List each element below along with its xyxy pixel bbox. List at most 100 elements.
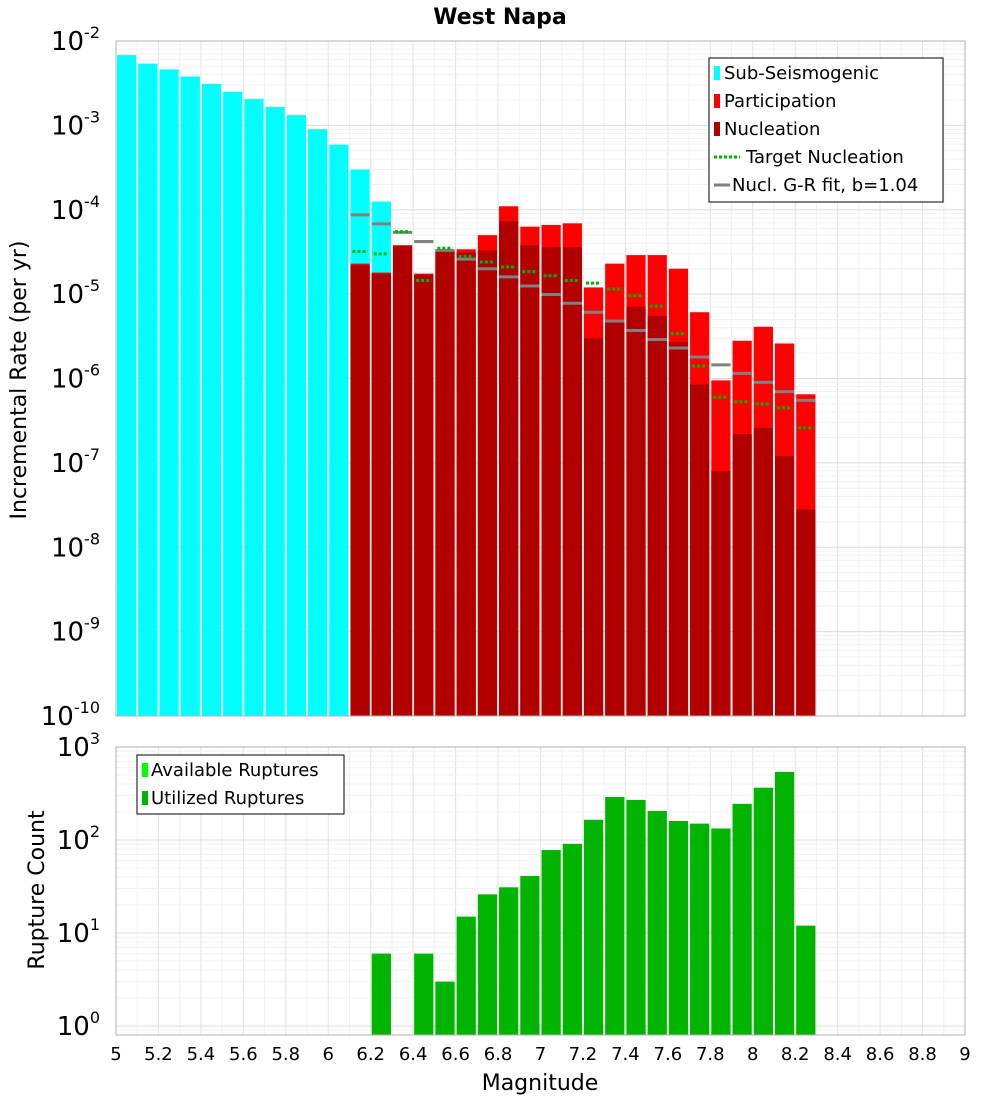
top-legend: Sub-Seismogenic Participation Nucleation Ta… bbox=[708, 57, 944, 203]
top-legend-box bbox=[708, 57, 944, 203]
sub-seismogenic-bar bbox=[138, 63, 158, 716]
utilized-ruptures-bar bbox=[690, 823, 710, 1035]
x-tick-label: 8 bbox=[747, 1044, 758, 1065]
nucleation-bar bbox=[392, 245, 413, 717]
legend-label: Nucl. G-R fit, b=1.04 bbox=[732, 175, 918, 196]
utilized-ruptures-bar bbox=[435, 981, 455, 1035]
top-y-tick-label: 10-4 bbox=[51, 192, 100, 226]
bottom-y-axis-label: Rupture Count bbox=[25, 810, 50, 970]
x-tick-label: 6.8 bbox=[484, 1044, 513, 1065]
nucleation-bar bbox=[520, 245, 540, 717]
sub-seismogenic-bar bbox=[117, 55, 137, 716]
x-tick-label: 6 bbox=[323, 1044, 334, 1065]
top-y-tick-label: 10-9 bbox=[51, 614, 100, 648]
utilized-ruptures-bar bbox=[647, 811, 667, 1035]
sub-seismogenic-bar bbox=[308, 129, 328, 717]
x-axis-label: Magnitude bbox=[482, 1071, 599, 1096]
nucleation-bar bbox=[668, 342, 689, 716]
nucleation-bar bbox=[562, 247, 582, 716]
utilized-ruptures-bar bbox=[562, 843, 582, 1035]
x-tick-label: 7 bbox=[535, 1044, 546, 1065]
top-y-tick-label: 10-10 bbox=[41, 698, 100, 732]
sub-seismogenic-bar bbox=[180, 76, 200, 717]
nucleation-bar bbox=[541, 247, 561, 716]
bottom-y-tick-label: 101 bbox=[57, 915, 100, 949]
nucleation-bar bbox=[796, 509, 816, 716]
x-tick-label: 8.8 bbox=[908, 1044, 937, 1065]
legend-label: Participation bbox=[724, 91, 836, 112]
nucleation-bar bbox=[583, 338, 604, 716]
utilized-ruptures-bar bbox=[668, 821, 689, 1035]
x-tick-label: 7.2 bbox=[569, 1044, 598, 1065]
legend-label: Sub-Seismogenic bbox=[724, 63, 879, 84]
utilized-ruptures-bar bbox=[796, 925, 816, 1035]
top-y-tick-label: 10-8 bbox=[51, 529, 100, 563]
top-y-tick-label: 10-3 bbox=[51, 107, 100, 141]
utilized-ruptures-bar bbox=[583, 819, 604, 1035]
rupture-count-panel: 100 101 102 103 5 5.2 5.4 5.6 5.8 6 6.2 6.4 6.6 6.8 7 7… bbox=[57, 729, 971, 1065]
utilized-ruptures-bar bbox=[477, 894, 498, 1035]
bottom-plot-frame bbox=[115, 746, 966, 1036]
nucleation-bar bbox=[732, 433, 752, 716]
x-tick-label: 5.6 bbox=[229, 1044, 258, 1065]
nucleation-bar bbox=[690, 384, 710, 716]
top-y-tick-label: 10-7 bbox=[51, 445, 100, 479]
legend-swatch bbox=[142, 791, 148, 805]
utilized-ruptures-bar bbox=[711, 828, 731, 1035]
nucleation-bar bbox=[371, 273, 391, 716]
nucleation-bar bbox=[499, 221, 519, 716]
bottom-legend-box bbox=[136, 754, 345, 815]
top-y-tick-label: 10-5 bbox=[51, 276, 100, 310]
bottom-legend: Available Ruptures Utilized Ruptures bbox=[136, 754, 345, 815]
x-tick-label: 9 bbox=[959, 1044, 970, 1065]
utilized-ruptures-bar bbox=[414, 953, 434, 1035]
rate-panel: 10-10 10-9 10-8 10-7 10-6 10-5 10-4 10-3 10-2 Sub… bbox=[41, 23, 966, 732]
sub-seismogenic-bar bbox=[201, 83, 222, 716]
x-tick-label: 7.4 bbox=[611, 1044, 640, 1065]
top-marker-segments bbox=[350, 213, 816, 430]
legend-swatch bbox=[142, 763, 148, 777]
sub-seismogenic-bar bbox=[244, 99, 264, 716]
utilized-ruptures-bar bbox=[520, 876, 540, 1035]
sub-seismogenic-bar bbox=[223, 91, 243, 716]
x-tick-label: 6.6 bbox=[441, 1044, 470, 1065]
nucleation-bar bbox=[605, 319, 625, 716]
nucleation-bar bbox=[753, 427, 773, 716]
top-y-tick-label: 10-2 bbox=[51, 23, 100, 57]
x-tick-label: 8.4 bbox=[823, 1044, 852, 1065]
nucleation-bar bbox=[414, 274, 434, 716]
x-tick-label: 5.4 bbox=[187, 1044, 216, 1065]
nucleation-bar bbox=[435, 250, 455, 716]
legend-swatch bbox=[714, 122, 720, 136]
x-tick-label: 6.2 bbox=[356, 1044, 385, 1065]
nucleation-bar bbox=[626, 306, 646, 716]
sub-seismogenic-bar bbox=[286, 115, 307, 716]
utilized-ruptures-bar bbox=[499, 887, 519, 1035]
top-y-tick-label: 10-6 bbox=[51, 361, 100, 395]
nucleation-bar bbox=[774, 456, 795, 716]
x-tick-label: 7.8 bbox=[696, 1044, 725, 1065]
bottom-y-tick-label: 103 bbox=[57, 729, 100, 763]
top-plot-frame bbox=[115, 40, 966, 717]
legend-swatch bbox=[714, 94, 720, 108]
utilized-ruptures-bar bbox=[456, 916, 476, 1035]
nucleation-bar bbox=[350, 265, 370, 716]
x-tick-label: 8.2 bbox=[781, 1044, 810, 1065]
chart-title: West Napa bbox=[433, 5, 567, 30]
nucleation-bar bbox=[477, 250, 498, 717]
legend-label: Nucleation bbox=[724, 119, 820, 140]
nucleation-bar bbox=[456, 252, 476, 716]
nucleation-bar bbox=[647, 316, 667, 716]
x-tick-label: 5.2 bbox=[144, 1044, 173, 1065]
x-tick-label: 8.6 bbox=[866, 1044, 895, 1065]
sub-seismogenic-bar bbox=[159, 69, 179, 716]
x-tick-label: 6.4 bbox=[399, 1044, 428, 1065]
bottom-y-tick-label: 102 bbox=[57, 822, 100, 856]
legend-label: Target Nucleation bbox=[745, 147, 904, 168]
nucleation-bar bbox=[711, 471, 731, 716]
utilized-ruptures-bar bbox=[626, 799, 646, 1035]
utilized-ruptures-bar bbox=[774, 771, 795, 1035]
utilized-ruptures-bar bbox=[753, 787, 773, 1035]
